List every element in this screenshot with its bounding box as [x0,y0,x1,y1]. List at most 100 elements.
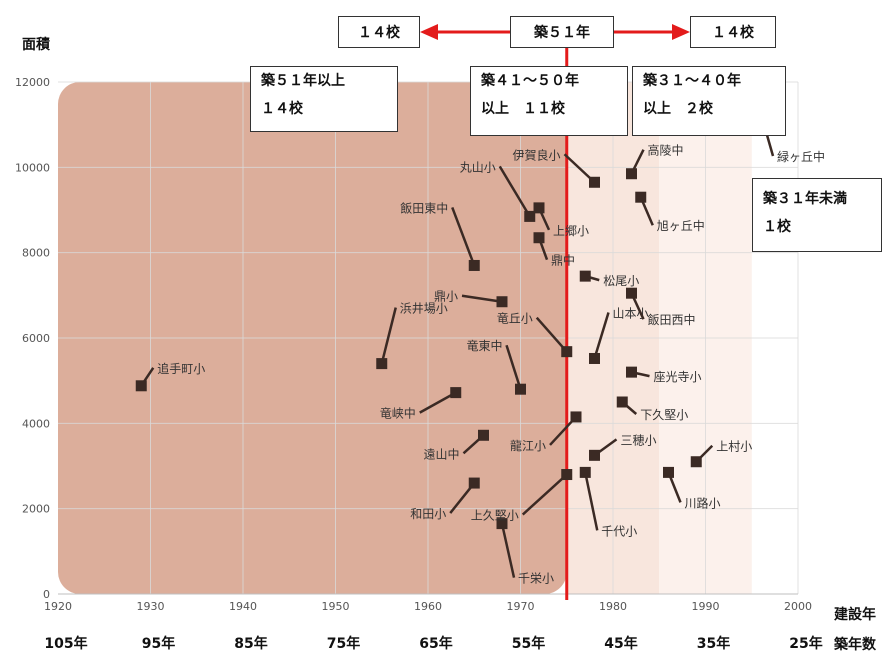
x2-axis-title: 築年数 [834,637,876,653]
x-tick-label: 1990 [692,600,720,613]
point-label: 下久堅小 [640,408,688,422]
x-tick-label: 1960 [414,600,442,613]
y-tick-label: 4000 [22,417,50,430]
gridlines [58,81,799,594]
data-point [616,396,628,408]
leader-line [461,294,503,303]
point-label: 鼎中 [551,253,575,268]
data-point [663,466,674,478]
data-point [376,358,388,370]
point-label: 緑ヶ丘中 [777,149,825,164]
left-count-box: １４校 [338,16,420,48]
point-label: 千代小 [601,524,637,538]
data-point [496,296,508,308]
leader-line [498,165,531,218]
leader-line [505,344,522,390]
data-point [635,191,647,203]
point-label: 飯田東中 [400,200,448,215]
age-tick-label: 25年 [789,635,822,652]
zone-31-40-line1: 築３１～４０年 [643,73,741,89]
y-tick-label: 10000 [15,161,50,174]
data-point [579,466,591,478]
data-point [524,210,536,222]
point-label: 遠山中 [423,446,459,461]
point-label: 川路小 [685,495,721,510]
point-label: 千栄小 [518,572,554,586]
point-label: 高陵中 [648,143,684,158]
point-label: 追手町小 [157,361,205,376]
leader-line [535,316,568,353]
point-label: 上村小 [716,440,752,454]
x-tick-label: 1930 [137,600,165,613]
data-point [690,456,702,468]
x-tick-label: 1970 [507,600,535,613]
zone-41-50-line1: 築４１～５０年 [481,73,579,89]
x-axis-title: 建設年 [834,607,876,623]
data-point [533,232,545,244]
zone-31-40-box: 築３１～４０年 以上 ２校 [632,66,786,136]
age-tick-label: 45年 [604,635,637,652]
point-label: 上久堅小 [471,509,519,523]
data-point [468,259,480,271]
zone-over51-box: 築５１年以上 １４校 [250,66,398,132]
data-point [135,380,147,392]
data-point [515,383,526,395]
right-count-box: １４校 [690,16,776,48]
data-point [450,387,462,399]
point-label: 丸山小 [460,160,496,174]
y-tick-label: 8000 [22,247,50,260]
point-label: 浜井場小 [400,302,448,316]
zone-41-50-line2: 以上 １１校 [481,101,565,117]
age-tick-label: 85年 [234,635,267,652]
data-point [478,429,489,441]
point-label: 三穂小 [621,433,657,447]
point-label: 飯田西中 [648,312,696,327]
age-tick-label: 65年 [419,635,452,652]
data-point [468,477,480,489]
data-point [533,202,545,214]
point-label: 座光寺小 [654,369,702,384]
leader-line [500,523,516,578]
x-tick-label: 1980 [599,600,627,613]
point-label: 竜峡中 [380,406,416,421]
y-tick-label: 0 [43,588,50,601]
x-tick-label: 1920 [44,600,72,613]
data-point [626,287,637,299]
x-tick-label: 1950 [322,600,350,613]
data-point [589,449,600,461]
data-point [561,346,573,358]
point-label: 竜丘小 [497,312,533,326]
age-tick-label: 95年 [142,635,175,652]
leader-line [419,391,457,414]
point-label: 上郷小 [553,224,589,238]
right-arrow-head [672,24,690,40]
left-arrow-head [420,24,438,40]
zone-under31-line1: 築３１年未満 [763,191,847,207]
direction-arrows [420,24,690,40]
point-label: 竜東中 [466,338,502,353]
y-tick-label: 12000 [15,76,50,89]
data-point [496,518,508,530]
leader-line [380,307,397,364]
data-point [589,352,600,364]
x-tick-label: 2000 [784,600,812,613]
point-label: 伊賀良小 [512,147,560,162]
threshold-box: 築５１年 [510,16,614,48]
data-point [570,411,582,423]
data-point [626,366,637,378]
zone-under31-line2: １校 [763,219,791,235]
zone-31-40-line2: 以上 ２校 [643,101,713,117]
point-label: 和田小 [410,507,446,521]
y-tick-label: 2000 [22,503,50,516]
zone-over51-line1: 築５１年以上 [261,73,345,89]
axes: 1920 1930 1940 1950 1960 1970 1980 1990 2000 0 200… [15,76,823,652]
age-tick-label: 35年 [697,635,730,652]
point-label: 松尾小 [603,274,639,288]
x-tick-label: 1940 [229,600,257,613]
zone-under31-box: 築３１年未満 １校 [752,178,882,252]
age-tick-label: 75年 [327,635,360,652]
leader-line [584,472,599,531]
y-axis-title: 面積 [22,37,50,53]
